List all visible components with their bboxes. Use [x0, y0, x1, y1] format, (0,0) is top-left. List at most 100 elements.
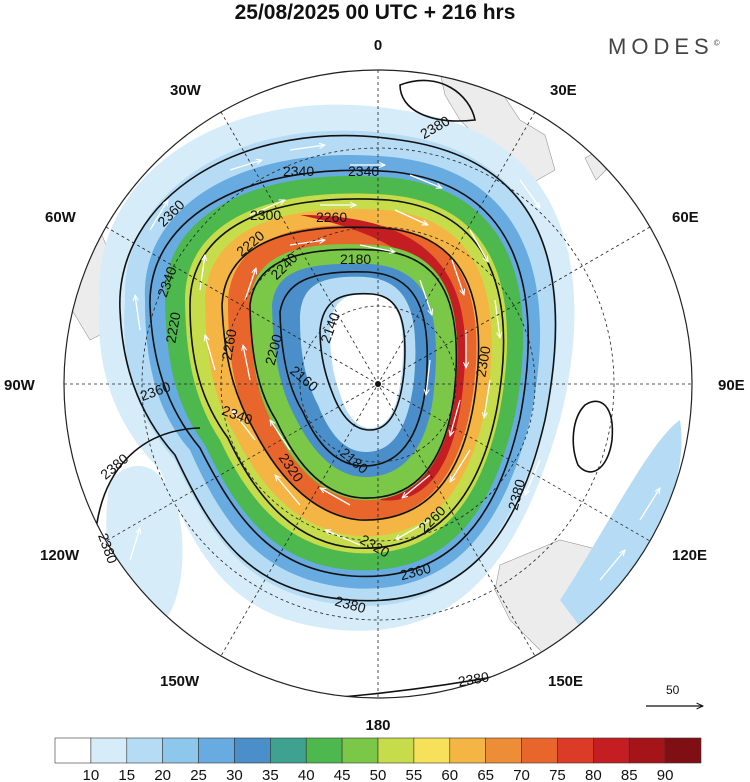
height-contours — [94, 79, 614, 698]
colorbar-swatch — [341, 737, 379, 764]
reference-vector-label: 50 — [666, 683, 680, 697]
colorbar-swatch — [162, 737, 199, 764]
contour-label: 2180 — [340, 251, 371, 267]
contour-2380-west — [94, 427, 201, 541]
contour-2260 — [221, 226, 480, 521]
colorbar-label: 10 — [83, 767, 100, 782]
wind-vector — [149, 200, 168, 231]
wind-vector — [320, 488, 351, 506]
colorbar-swatch — [90, 737, 128, 764]
lon-label-60e: 60E — [672, 209, 699, 226]
contour-2340 — [149, 169, 529, 578]
wind-vectors — [129, 145, 660, 581]
colorbar-swatch — [521, 737, 558, 764]
colorbar-swatch — [54, 737, 92, 764]
colorbar-label: 40 — [298, 767, 315, 782]
brand-name: MODES — [608, 34, 714, 59]
lon-label-150w: 150W — [160, 673, 200, 690]
colorbar-swatch — [305, 737, 343, 764]
contour-label: 2260 — [218, 328, 239, 362]
wind-vector — [395, 519, 431, 540]
contour-label: 2360 — [398, 560, 432, 584]
colorbar-swatch — [449, 737, 486, 764]
colorbar-label: 50 — [370, 767, 387, 782]
colorbar-swatch — [126, 737, 163, 764]
wind-vector — [484, 379, 491, 418]
contour-label: 2380 — [333, 593, 367, 617]
contour-2380-east — [572, 400, 614, 473]
contour-label: 2340 — [283, 163, 314, 179]
colorbar-label: 90 — [657, 767, 674, 782]
wind-vector — [450, 449, 471, 482]
wind-vector — [402, 474, 431, 498]
colorbar-swatch — [234, 737, 271, 764]
colorbar-swatch — [593, 737, 630, 764]
contour-label: 2260 — [316, 209, 347, 225]
wind-vector — [325, 530, 361, 546]
brand-logo: MODES© — [608, 34, 720, 60]
wind-vector — [359, 244, 395, 252]
lon-label-0: 0 — [374, 37, 382, 54]
colorbar-swatch — [198, 737, 235, 764]
wind-vector — [599, 550, 625, 581]
lon-label-90w: 90W — [4, 377, 36, 394]
calm-core-inner — [330, 293, 403, 428]
colorbar-label: 80 — [585, 767, 602, 782]
colorbar-label: 45 — [334, 767, 351, 782]
wind-vector — [639, 488, 660, 521]
wind-vector — [525, 459, 541, 495]
colorbar-swatch — [628, 737, 666, 764]
contour-label: 2200 — [262, 332, 286, 366]
wind-vector — [494, 299, 500, 338]
contour-label: 2380 — [457, 668, 491, 689]
wind-vector — [244, 268, 256, 301]
colorbar-label: 70 — [513, 767, 530, 782]
colorbar-label: 55 — [406, 767, 423, 782]
wind-vector — [289, 145, 325, 151]
contour-2180 — [279, 271, 429, 467]
colorbar-label: 65 — [477, 767, 494, 782]
wind-vector — [229, 160, 262, 171]
lon-label-180: 180 — [365, 717, 390, 734]
wind-vector — [129, 528, 140, 561]
lon-label-120w: 120W — [40, 547, 80, 564]
wind-vector — [419, 279, 432, 315]
colorbar-swatch — [413, 737, 451, 764]
colorbar-label: 60 — [441, 767, 458, 782]
colorbar-swatch — [270, 737, 307, 764]
colorbar-label: 75 — [549, 767, 566, 782]
wind-vector — [426, 359, 431, 395]
wind-vector — [451, 259, 464, 295]
lon-label-90e: 90E — [718, 377, 745, 394]
contour-2300 — [189, 198, 505, 549]
colorbar-label: 30 — [226, 767, 243, 782]
colorbar-swatch — [377, 737, 415, 764]
contour-2140 — [319, 292, 406, 431]
wind-vector — [289, 240, 325, 246]
lon-label-120e: 120E — [672, 547, 707, 564]
colorbar-label: 25 — [190, 767, 207, 782]
copyright-mark: © — [713, 38, 720, 48]
wind-vector — [135, 295, 141, 331]
wind-vector — [199, 255, 205, 291]
contour-label: 2380 — [505, 477, 529, 511]
pole-marker — [375, 381, 381, 387]
colorbar-swatch — [485, 737, 522, 764]
wind-vector — [409, 174, 442, 188]
wind-band-se-streak — [560, 420, 682, 640]
wind-vector — [205, 335, 216, 371]
wind-vector — [232, 410, 256, 441]
longitude-labels: 0 30E 60E 90E 120E 150E 180 150W 120W 90… — [4, 37, 745, 734]
map-border — [63, 69, 693, 699]
lon-label-30w: 30W — [170, 82, 202, 99]
lon-label-150e: 150E — [548, 673, 583, 690]
contour-label: 2220 — [162, 311, 183, 345]
colorbar: 10 15 20 25 30 35 40 45 50 55 60 65 70 75 80 85 90 — [54, 737, 702, 782]
contour-2380-north — [399, 79, 476, 122]
colorbar-label: 35 — [262, 767, 279, 782]
colorbar-swatch — [664, 737, 702, 764]
wind-vector — [270, 420, 291, 451]
colorbar-swatch — [557, 737, 594, 764]
wind-vector — [450, 399, 461, 436]
